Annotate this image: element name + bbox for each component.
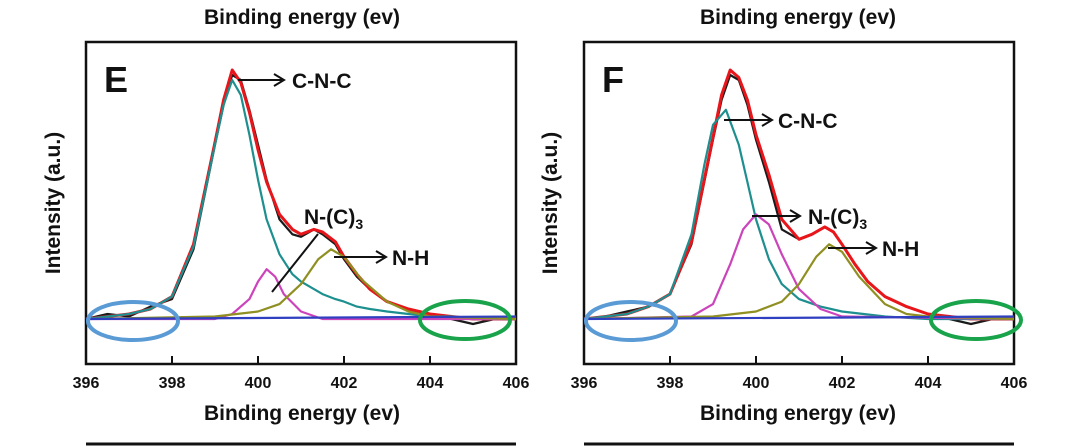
annotation-nh: N-H	[828, 238, 919, 261]
x-tick-label: 406	[503, 375, 530, 392]
annotation-label: N-H	[882, 238, 919, 261]
annotation-label: N-(C)3	[808, 206, 867, 232]
x-axis-label: Binding energy (ev)	[204, 402, 400, 425]
x-tick-label: 404	[417, 375, 444, 392]
panel-label: E	[104, 59, 128, 100]
x-ticks: 396 398 400 402 404 406	[571, 356, 1028, 392]
x-tick-label: 400	[245, 375, 272, 392]
peak-nh-line	[85, 248, 517, 321]
annotation-cnc: C-N-C	[238, 70, 351, 93]
plot-frame	[84, 40, 518, 366]
x-tick-label: 402	[829, 375, 856, 392]
highlight-ellipse-right	[418, 299, 512, 341]
x-tick-label: 400	[743, 375, 770, 392]
arrow-head	[273, 73, 286, 87]
fit-envelope-line	[583, 68, 1014, 321]
annotation-label: N-(C)3	[304, 206, 363, 232]
y-axis-label: Intensity (a.u.)	[539, 132, 562, 274]
annotation-nh: N-H	[334, 247, 429, 270]
baseline-line	[583, 315, 1015, 321]
panel-label: F	[602, 59, 624, 100]
x-axis-label: Binding energy (ev)	[700, 402, 896, 425]
highlight-ellipse-left	[86, 300, 180, 342]
panel-e: Binding energy (ev) E Intensity (a.u.) B…	[42, 6, 529, 425]
highlight-ellipse-left	[584, 300, 678, 342]
peak-nc3-line	[583, 213, 1015, 321]
y-axis-label: Intensity (a.u.)	[42, 132, 65, 274]
peak-nc3-line	[86, 268, 516, 321]
annotation-label: N-H	[392, 247, 429, 270]
baseline-line	[85, 315, 517, 321]
panel-f: Binding energy (ev) F Intensity (a.u.) B…	[539, 6, 1027, 425]
arrow-head	[761, 113, 774, 127]
plot-frame	[582, 40, 1016, 366]
annotation-nc3: N-(C)3	[752, 206, 867, 232]
annotation-label: C-N-C	[292, 70, 351, 93]
peak-nh-line	[583, 243, 1015, 321]
x-ticks: 396 398 400 402 404 406	[73, 356, 530, 392]
top-axis-label: Binding energy (ev)	[700, 6, 896, 29]
x-tick-label: 396	[571, 375, 598, 392]
x-tick-label: 398	[159, 375, 186, 392]
x-tick-label: 398	[657, 375, 684, 392]
highlight-ellipse-right	[929, 299, 1023, 341]
x-tick-label: 402	[331, 375, 358, 392]
x-tick-label: 396	[73, 375, 100, 392]
series-group	[85, 68, 517, 326]
x-tick-label: 404	[915, 375, 942, 392]
arrow-head	[375, 250, 388, 264]
top-axis-label: Binding energy (ev)	[204, 6, 400, 29]
annotation-cnc: C-N-C	[724, 110, 837, 133]
series-group	[583, 68, 1015, 326]
spectrum-raw-line	[85, 73, 517, 326]
arrow-head	[789, 209, 802, 223]
peak-cnc-line	[85, 78, 516, 321]
arrow-head	[865, 241, 878, 255]
peak-cnc-line	[583, 108, 1014, 321]
annotation-label: C-N-C	[778, 110, 837, 133]
annotation-nc3: N-(C)3	[271, 206, 363, 293]
x-tick-label: 406	[1001, 375, 1028, 392]
annotation-arrow	[271, 233, 319, 293]
